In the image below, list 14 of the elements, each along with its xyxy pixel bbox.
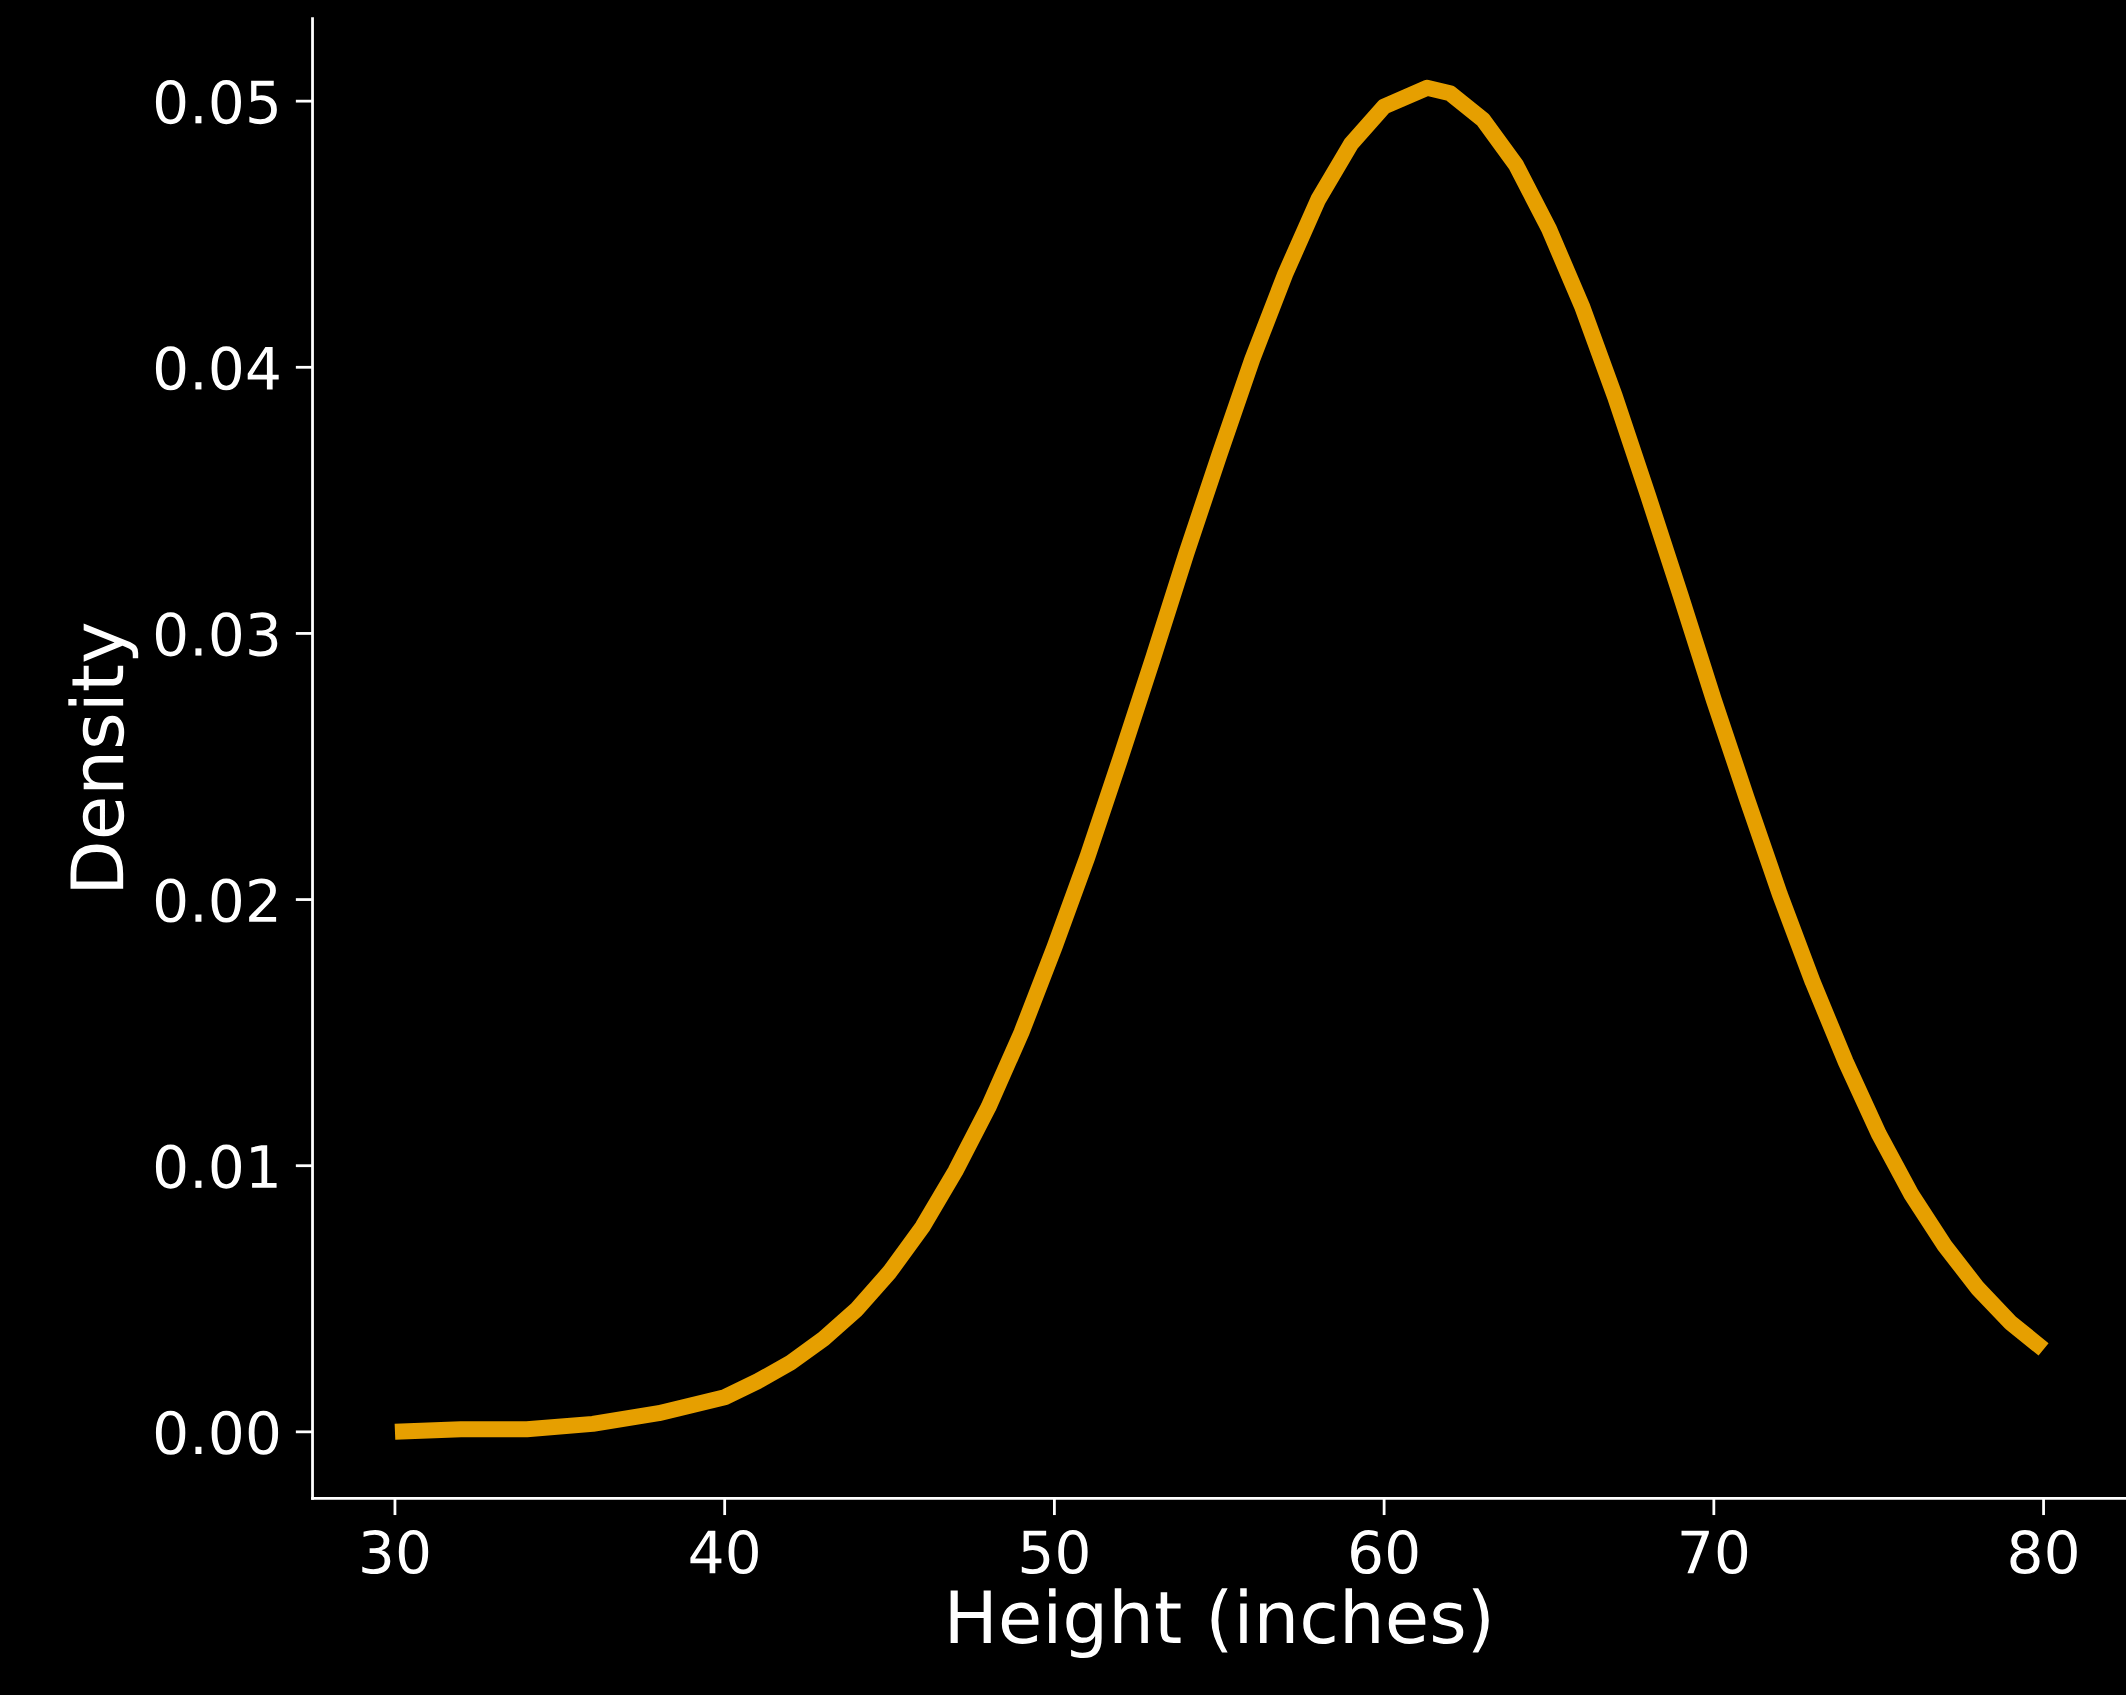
x-axis-title: Height (inches) bbox=[950, 1588, 1489, 1659]
y-tick-label: 0.05 bbox=[155, 80, 277, 125]
x-tick-label: 80 bbox=[2010, 1529, 2077, 1575]
y-tick-label: 0.04 bbox=[155, 346, 279, 391]
y-tick-label: 0.00 bbox=[155, 1410, 279, 1455]
y-tick-label: 0.02 bbox=[155, 878, 277, 923]
x-tick-label: 40 bbox=[690, 1529, 758, 1575]
y-axis-title: Density bbox=[68, 623, 139, 889]
x-tick-label: 70 bbox=[1681, 1529, 1748, 1575]
x-tick-label: 30 bbox=[362, 1529, 429, 1575]
x-tick-label: 50 bbox=[1021, 1529, 1088, 1575]
y-tick-label: 0.01 bbox=[155, 1144, 277, 1189]
y-tick-label: 0.03 bbox=[155, 612, 278, 657]
x-tick-label: 60 bbox=[1351, 1529, 1418, 1575]
